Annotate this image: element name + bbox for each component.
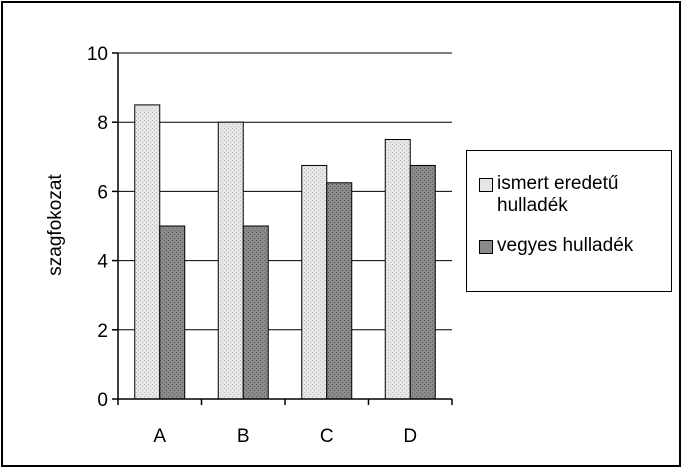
y-tick-label: 8 (97, 113, 108, 134)
y-tick-label: 4 (97, 252, 108, 273)
axes (112, 52, 453, 405)
x-tick-label: D (403, 426, 417, 447)
bar-vegyes (409, 164, 436, 400)
y-tick-label: 0 (97, 390, 108, 411)
bar-vegyes (242, 225, 269, 400)
bar-ismert-eredetu (384, 139, 411, 400)
y-axis-label: szagfokozat (45, 174, 66, 276)
bar-vegyes (326, 182, 353, 400)
bar-ismert-eredetu (134, 104, 161, 400)
bars (134, 104, 436, 400)
y-tick-label: 10 (87, 44, 108, 65)
x-tick-label: A (153, 426, 166, 447)
legend-label: vegyes hulladék (497, 235, 634, 256)
legend-item-vegyes: vegyes hulladék (479, 235, 677, 257)
tick-labels: 0 2 4 6 8 10 A B C D (87, 44, 417, 447)
legend-swatch-dark (479, 240, 493, 254)
x-tick-label: C (320, 426, 334, 447)
bar-ismert-eredetu (301, 164, 328, 400)
bar-ismert-eredetu (217, 121, 244, 400)
x-tick-label: B (237, 426, 250, 447)
y-tick-label: 6 (97, 182, 108, 203)
legend: ismert eredetű hulladék vegyes hulladék (466, 150, 672, 292)
legend-label: ismert eredetű hulladék (497, 173, 619, 216)
bar-vegyes (159, 225, 186, 400)
legend-swatch-light (479, 178, 493, 192)
y-tick-label: 2 (97, 321, 108, 342)
legend-item-ismert-eredetu: ismert eredetű hulladék (479, 173, 677, 217)
